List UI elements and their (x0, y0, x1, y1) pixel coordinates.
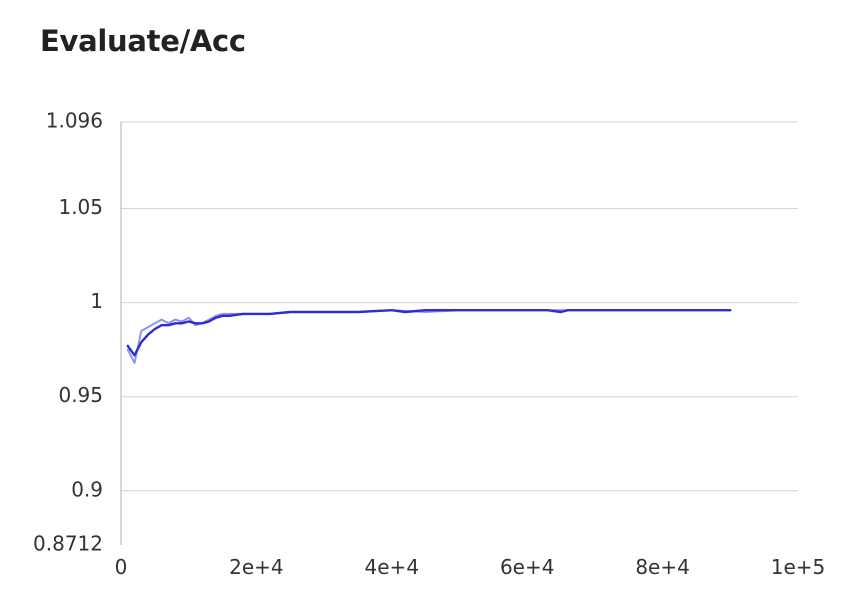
y-tick-label: 0.95 (58, 383, 103, 407)
y-tick-label: 0.9 (71, 477, 103, 501)
x-axis-ticks: 0 2e+4 4e+4 6e+4 8e+4 1e+5 (115, 555, 826, 579)
y-tick-label: 0.8712 (33, 532, 103, 556)
grid (121, 121, 798, 492)
chart-title: Evaluate/Acc (40, 24, 246, 58)
x-tick-label: 2e+4 (229, 555, 284, 579)
x-tick-label: 1e+5 (771, 555, 826, 579)
y-tick-label: 1.096 (46, 109, 103, 133)
y-axis-ticks: 0.8712 0.9 0.95 1 1.05 1.096 (33, 109, 103, 556)
x-tick-label: 8e+4 (635, 555, 690, 579)
series-line-smoothed (126, 309, 732, 357)
x-tick-label: 0 (115, 555, 128, 579)
series-layer (126, 309, 732, 364)
y-tick-label: 1.05 (58, 195, 103, 219)
x-tick-label: 4e+4 (365, 555, 420, 579)
y-tick-label: 1 (90, 289, 103, 313)
x-tick-label: 6e+4 (500, 555, 555, 579)
